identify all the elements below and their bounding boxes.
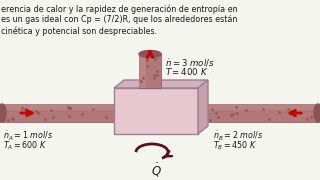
Text: $\dot{Q}$: $\dot{Q}$ bbox=[151, 162, 161, 179]
Bar bbox=[198, 104, 320, 110]
Text: $T_A=600\ K$: $T_A=600\ K$ bbox=[3, 140, 47, 152]
Polygon shape bbox=[198, 80, 208, 134]
Text: $\dot{n}_A=1\ mol/s$: $\dot{n}_A=1\ mol/s$ bbox=[3, 130, 53, 143]
Polygon shape bbox=[114, 80, 208, 88]
Bar bbox=[198, 104, 320, 122]
Text: $\dot{n}_B=2\ mol/s$: $\dot{n}_B=2\ mol/s$ bbox=[213, 130, 263, 143]
Ellipse shape bbox=[0, 104, 6, 122]
Ellipse shape bbox=[139, 51, 161, 57]
Bar bbox=[139, 53, 161, 88]
Bar bbox=[0, 104, 114, 122]
Bar bbox=[139, 53, 146, 88]
Bar bbox=[0, 104, 114, 110]
Text: cinética y potencial son despreciables.: cinética y potencial son despreciables. bbox=[1, 26, 157, 35]
Bar bbox=[114, 88, 198, 134]
Ellipse shape bbox=[314, 104, 320, 122]
Text: es un gas ideal con Cp = (7/2)R, que los alrededores están: es un gas ideal con Cp = (7/2)R, que los… bbox=[1, 15, 237, 24]
Text: $T=400\ K$: $T=400\ K$ bbox=[165, 66, 208, 77]
Text: $T_B=450\ K$: $T_B=450\ K$ bbox=[213, 140, 258, 152]
Text: $\dot{n}=3\ mol/s$: $\dot{n}=3\ mol/s$ bbox=[165, 57, 215, 69]
Text: erencia de calor y la rapidez de generación de entropía en: erencia de calor y la rapidez de generac… bbox=[1, 4, 238, 14]
